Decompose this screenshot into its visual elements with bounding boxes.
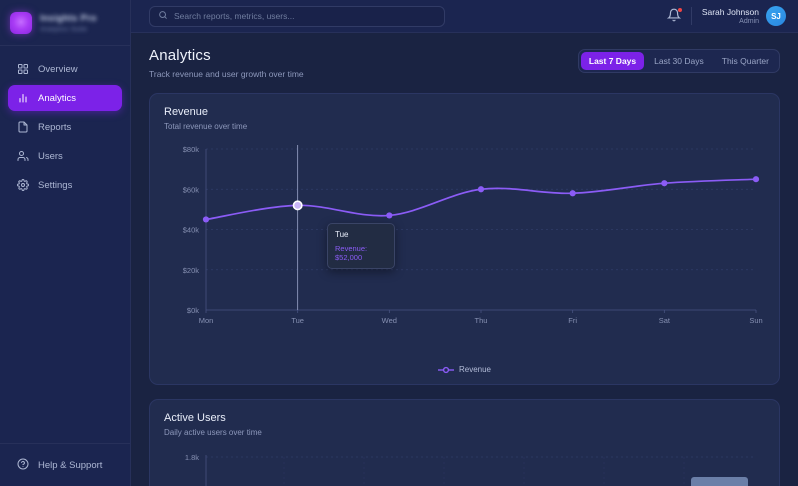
active-users-chart[interactable]: 1.8k xyxy=(164,447,765,486)
svg-text:$40k: $40k xyxy=(183,226,200,235)
sidebar-item-label: Overview xyxy=(38,63,78,75)
users-icon xyxy=(17,150,29,162)
revenue-card: Revenue Total revenue over time $0k $20k $… xyxy=(149,93,780,385)
page-subtitle: Track revenue and user growth over time xyxy=(149,69,304,79)
sidebar: Insights Pro Analytics Suite Overview xyxy=(0,0,131,486)
topbar: Sarah Johnson Admin SJ xyxy=(131,0,798,33)
svg-text:$60k: $60k xyxy=(183,185,200,194)
time-range-selector: Last 7 Days Last 30 Days This Quarter xyxy=(577,49,780,73)
brand-text: Insights Pro Analytics Suite xyxy=(40,13,97,33)
brand[interactable]: Insights Pro Analytics Suite xyxy=(0,0,130,46)
user-name: Sarah Johnson xyxy=(701,7,759,17)
sidebar-item-label: Reports xyxy=(38,121,72,133)
range-button-this-quarter[interactable]: This Quarter xyxy=(721,56,769,66)
svg-text:Thu: Thu xyxy=(475,316,488,325)
svg-text:Tue: Tue xyxy=(291,316,304,325)
page-header: Analytics Track revenue and user growth … xyxy=(149,47,780,79)
user-menu[interactable]: Sarah Johnson Admin SJ xyxy=(702,6,786,26)
user-role: Admin xyxy=(739,18,759,25)
bar-chart-icon xyxy=(17,92,29,104)
sidebar-item-overview[interactable]: Overview xyxy=(8,56,122,82)
avatar: SJ xyxy=(766,6,786,26)
svg-text:$0k: $0k xyxy=(187,306,199,315)
gear-icon xyxy=(17,179,29,191)
search-input[interactable] xyxy=(174,11,436,21)
revenue-card-title: Revenue xyxy=(164,106,209,118)
document-icon xyxy=(17,121,29,133)
sidebar-item-settings[interactable]: Settings xyxy=(8,172,122,198)
sidebar-item-reports[interactable]: Reports xyxy=(8,114,122,140)
active-users-card: Active Users Daily active users over tim… xyxy=(149,399,780,486)
sidebar-item-label: Users xyxy=(38,150,63,162)
notification-badge-dot xyxy=(677,8,682,12)
sidebar-item-label: Analytics xyxy=(38,92,77,104)
revenue-card-subtitle: Total revenue over time xyxy=(164,122,248,131)
legend-marker-icon xyxy=(437,366,454,373)
page-title: Analytics xyxy=(149,47,211,64)
help-circle-icon xyxy=(17,458,29,473)
active-users-card-subtitle: Daily active users over time xyxy=(164,428,262,437)
svg-text:$20k: $20k xyxy=(183,266,200,275)
active-users-chart-svg: 1.8k xyxy=(185,453,756,486)
sidebar-item-users[interactable]: Users xyxy=(8,143,122,169)
sidebar-footer: Help & Support xyxy=(0,443,130,486)
brand-subtitle: Analytics Suite xyxy=(40,25,88,33)
main-area: Sarah Johnson Admin SJ Analytics Track r… xyxy=(131,0,798,486)
svg-text:Sun: Sun xyxy=(749,316,762,325)
svg-text:Fri: Fri xyxy=(568,316,577,325)
revenue-legend[interactable]: Revenue xyxy=(164,365,765,374)
svg-text:1.8k: 1.8k xyxy=(185,453,199,462)
svg-text:Wed: Wed xyxy=(382,316,397,325)
chart-tooltip: Tue Revenue: $52,000 xyxy=(327,223,395,269)
tooltip-title: Tue xyxy=(335,230,349,239)
svg-text:$80k: $80k xyxy=(183,145,200,154)
logo-icon xyxy=(10,11,32,34)
page-content: Analytics Track revenue and user growth … xyxy=(131,33,798,486)
topbar-right: Sarah Johnson Admin SJ xyxy=(666,6,786,26)
sidebar-item-label: Settings xyxy=(38,179,73,191)
user-meta: Sarah Johnson Admin xyxy=(702,7,759,25)
search-icon xyxy=(158,7,168,25)
page-header-text: Analytics Track revenue and user growth … xyxy=(149,47,304,79)
search-bar[interactable] xyxy=(149,5,445,27)
range-button-last-30-days[interactable]: Last 30 Days xyxy=(654,56,704,66)
range-button-last-7-days[interactable]: Last 7 Days xyxy=(580,52,645,70)
sidebar-item-analytics[interactable]: Analytics xyxy=(8,85,122,111)
brand-title: Insights Pro xyxy=(40,12,97,23)
notifications-button[interactable] xyxy=(666,8,682,26)
active-users-card-title: Active Users xyxy=(164,412,226,424)
bell-icon xyxy=(666,8,681,26)
legend-label: Revenue xyxy=(458,365,492,374)
tooltip-value: Revenue: $52,000 xyxy=(335,244,368,262)
revenue-chart[interactable]: $0k $20k $40k $60k $80k Mon Tue Wed Thu Fri Sat Sun… xyxy=(164,141,765,363)
topbar-divider xyxy=(690,7,692,25)
sidebar-item-help-support[interactable]: Help & Support xyxy=(8,454,122,476)
sidebar-item-label: Help & Support xyxy=(38,459,103,471)
revenue-chart-svg: $0k $20k $40k $60k $80k Mon Tue Wed Thu Fri Sat Sun xyxy=(183,145,763,325)
sidebar-nav: Overview Analytics Reports xyxy=(0,46,130,198)
grid-icon xyxy=(17,63,29,75)
svg-text:Mon: Mon xyxy=(199,316,214,325)
svg-text:Sat: Sat xyxy=(659,316,671,325)
